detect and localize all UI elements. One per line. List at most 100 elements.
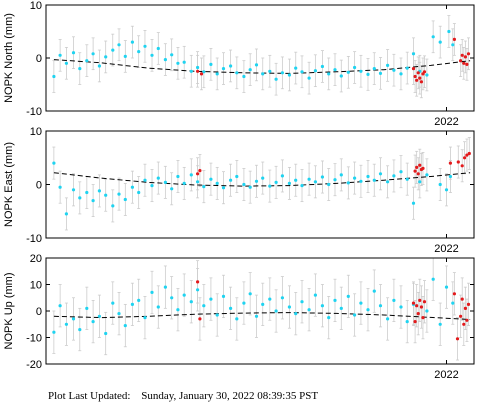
data-point [460, 53, 464, 57]
data-point [386, 180, 390, 184]
data-point [71, 317, 76, 321]
data-point [97, 189, 101, 193]
data-point [386, 63, 390, 67]
trend-line [53, 312, 471, 320]
data-point [97, 64, 101, 68]
data-point [196, 65, 200, 70]
data-point [411, 52, 416, 56]
data-point [460, 297, 464, 301]
data-point [137, 50, 141, 54]
plot-frame [45, 4, 475, 112]
data-point [359, 69, 363, 73]
data-point [366, 174, 370, 179]
data-point [419, 80, 423, 84]
data-point [411, 201, 416, 205]
data-point [327, 72, 331, 76]
data-point [182, 60, 186, 64]
data-point [143, 178, 147, 182]
data-point [452, 292, 456, 296]
data-point [199, 72, 204, 76]
data-point [209, 177, 213, 181]
data-point [215, 313, 219, 317]
data-point [242, 301, 246, 305]
data-point [189, 173, 193, 177]
data-point [456, 160, 460, 164]
data-point [451, 301, 455, 305]
data-point [300, 300, 304, 304]
data-point [451, 43, 455, 47]
data-point [392, 68, 396, 72]
data-point [137, 298, 141, 302]
data-point [307, 308, 311, 312]
data-point [465, 153, 469, 157]
data-point [268, 69, 272, 73]
data-point [150, 184, 154, 188]
data-point [307, 76, 311, 80]
data-point [182, 293, 186, 297]
data-point [58, 185, 62, 189]
data-point [413, 169, 417, 173]
data-point [248, 292, 252, 296]
data-point [85, 190, 89, 195]
data-point [320, 64, 324, 69]
data-point [274, 180, 278, 184]
data-point [196, 180, 200, 184]
data-point [170, 296, 174, 300]
data-point [97, 314, 101, 318]
data-point [170, 187, 174, 191]
y-tick-label: 0 [36, 180, 42, 192]
y-axis-label: NOPK Up (mm) [3, 273, 15, 350]
data-point [235, 71, 239, 75]
data-point [431, 277, 435, 281]
data-point [416, 172, 420, 176]
data-point [438, 322, 442, 326]
data-point [386, 317, 390, 321]
data-point [280, 71, 284, 75]
data-point [346, 181, 350, 185]
data-point [130, 185, 134, 189]
data-point [123, 54, 127, 59]
data-point [413, 320, 417, 324]
data-point [320, 175, 324, 179]
data-point [418, 298, 422, 302]
data-point [405, 320, 409, 324]
data-point [448, 174, 452, 179]
data-point [280, 174, 284, 178]
data-point [242, 182, 246, 187]
y-tick-label: 10 [30, 126, 42, 138]
data-point [333, 178, 337, 182]
data-point [300, 70, 304, 74]
data-point [163, 285, 167, 289]
data-point [366, 72, 370, 76]
data-point [176, 308, 180, 312]
data-point [123, 324, 127, 328]
data-point [111, 204, 115, 208]
data-point [463, 156, 467, 160]
data-point [64, 322, 68, 326]
data-point [242, 74, 246, 79]
y-tick-label: 20 [30, 253, 42, 265]
data-point [327, 316, 331, 320]
data-point [261, 302, 265, 306]
data-point [392, 174, 396, 178]
data-point [425, 73, 429, 77]
data-point [421, 316, 425, 320]
data-point [455, 337, 460, 341]
data-point [202, 70, 206, 74]
data-point [176, 61, 180, 65]
data-point [294, 66, 298, 70]
data-point [268, 184, 272, 188]
data-point [215, 72, 219, 76]
data-point [294, 178, 298, 182]
chart-panel-1: -10 0 10 2022 NOPK North (mm) [3, 0, 475, 128]
data-point [339, 74, 343, 78]
data-point [353, 65, 357, 70]
plot-frame [45, 257, 475, 365]
data-point [123, 197, 127, 202]
data-point [300, 184, 304, 188]
data-point [353, 176, 357, 180]
data-point [418, 163, 422, 167]
data-point [418, 76, 422, 80]
data-point [71, 188, 76, 192]
data-point [104, 331, 108, 336]
